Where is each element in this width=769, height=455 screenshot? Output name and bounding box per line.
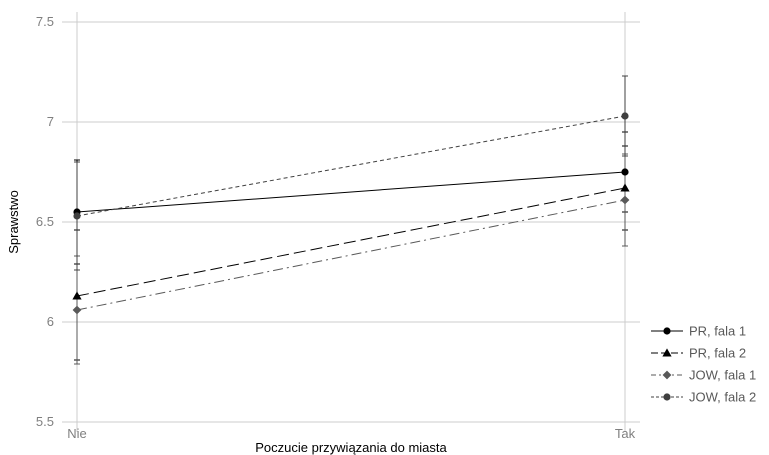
series-jow-fala-2 — [73, 112, 629, 220]
y-tick-label: 7.5 — [36, 14, 54, 29]
legend: PR, fala 1 PR, fala 2 JOW, fala 1 JOW, fala… — [651, 324, 756, 405]
series-pr-fala-2 — [72, 183, 630, 300]
y-tick-label: 5.5 — [36, 414, 54, 429]
series-jow-fala-1 — [72, 195, 630, 315]
legend-item: PR, fala 2 — [651, 346, 746, 361]
data-point — [73, 212, 81, 220]
series-pr-fala-1 — [73, 168, 629, 216]
grid — [62, 12, 640, 432]
error-bars-jow-fala-2 — [74, 75, 628, 271]
x-tick-labels: Nie Tak — [67, 426, 635, 441]
legend-label: JOW, fala 2 — [689, 390, 756, 405]
legend-item: PR, fala 1 — [651, 324, 746, 339]
error-bars-pr-fala-1 — [74, 131, 628, 265]
error-bars-jow-fala-1 — [74, 153, 628, 365]
series-line — [76, 187, 626, 297]
y-axis-title: Sprawstwo — [6, 190, 21, 254]
data-point — [72, 305, 82, 315]
y-tick-label: 6 — [47, 314, 54, 329]
legend-marker — [662, 370, 672, 380]
legend-marker — [663, 393, 671, 401]
legend-item: JOW, fala 2 — [651, 390, 756, 405]
series-line — [76, 199, 626, 311]
data-point — [621, 112, 629, 120]
legend-label: JOW, fala 1 — [689, 368, 756, 383]
legend-item: JOW, fala 1 — [651, 368, 756, 383]
x-tick-label: Nie — [67, 426, 87, 441]
series-line — [76, 115, 626, 217]
data-point — [621, 168, 629, 176]
legend-marker — [663, 327, 671, 335]
legend-label: PR, fala 2 — [689, 346, 746, 361]
legend-marker — [662, 348, 672, 357]
series-group — [72, 75, 630, 365]
series-line — [76, 171, 626, 213]
y-tick-label: 6.5 — [36, 214, 54, 229]
y-tick-labels: 5.5 6 6.5 7 7.5 — [36, 14, 54, 429]
y-tick-label: 7 — [47, 114, 54, 129]
data-point — [620, 183, 630, 192]
data-point — [72, 291, 82, 300]
data-point — [620, 195, 630, 205]
legend-label: PR, fala 1 — [689, 324, 746, 339]
x-tick-label: Tak — [615, 426, 636, 441]
x-axis-title: Poczucie przywiązania do miasta — [255, 440, 447, 455]
